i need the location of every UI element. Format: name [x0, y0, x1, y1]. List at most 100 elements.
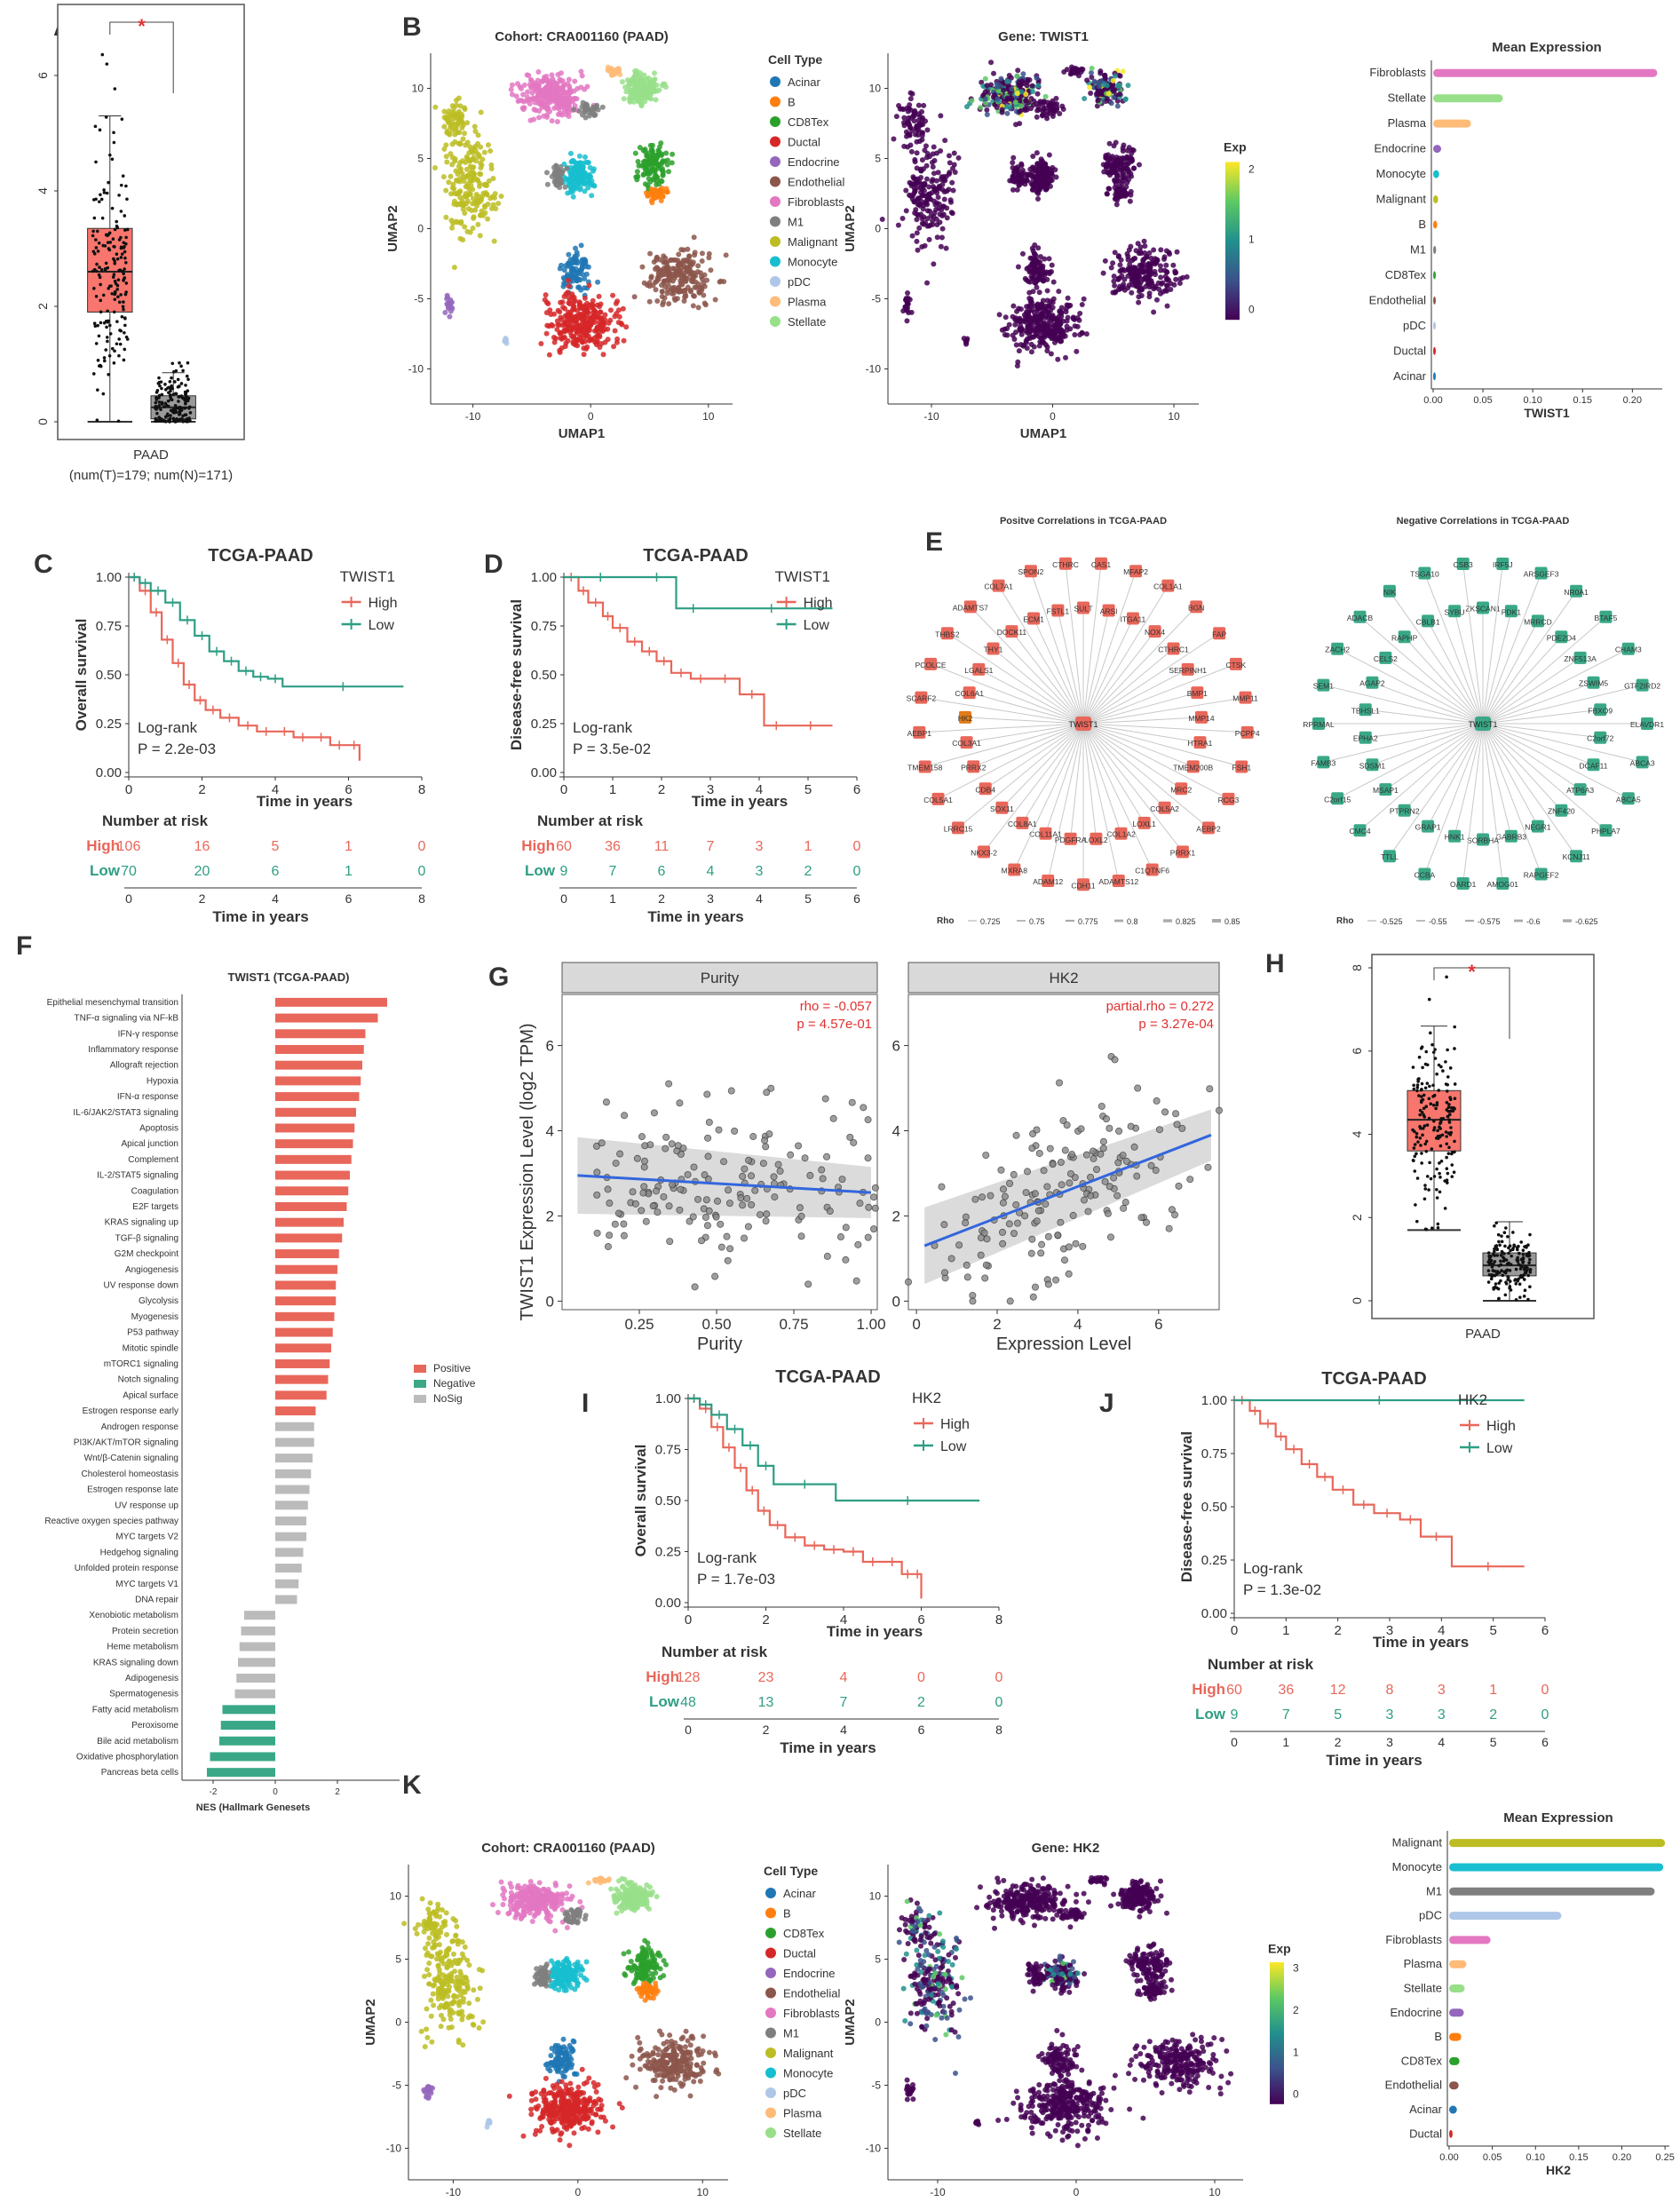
- data-point: [106, 265, 110, 270]
- cell-point: [915, 196, 922, 202]
- cell-point: [982, 96, 988, 102]
- cell-point: [1122, 96, 1129, 102]
- legend-swatch: [770, 256, 781, 267]
- cell-point: [487, 147, 494, 154]
- data-point: [96, 388, 99, 392]
- cell-point: [481, 149, 487, 155]
- data-point: [1412, 1083, 1415, 1088]
- data-point: [123, 260, 128, 265]
- cell-point: [570, 303, 576, 309]
- data-point: [181, 368, 185, 373]
- y-tick-label: 5: [395, 1953, 401, 1966]
- data-point: [123, 228, 127, 232]
- data-point: [1431, 1103, 1436, 1107]
- cell-point: [1089, 65, 1095, 71]
- data-point: [1436, 1137, 1440, 1140]
- data-point: [114, 281, 118, 286]
- data-point: [1519, 1240, 1524, 1244]
- cell-point: [938, 243, 944, 250]
- data-point: [115, 342, 119, 346]
- cell-point: [991, 70, 997, 76]
- data-point: [1514, 1298, 1518, 1302]
- cell-point: [1052, 167, 1058, 173]
- cell-point: [899, 106, 905, 112]
- data-point: [1516, 1260, 1520, 1263]
- cell-point: [998, 75, 1004, 82]
- cell-point: [909, 91, 915, 97]
- cell-point: [1125, 83, 1131, 89]
- cell-point: [659, 185, 665, 191]
- cell-point: [664, 162, 670, 168]
- data-point: [155, 419, 160, 424]
- cell-point: [1039, 271, 1045, 277]
- cell-point: [661, 299, 667, 305]
- cell-point: [546, 352, 552, 358]
- data-point: [112, 140, 116, 145]
- cell-point: [448, 299, 455, 305]
- data-point: [106, 234, 110, 237]
- cell-point: [549, 96, 555, 102]
- data-point: [1502, 1259, 1506, 1263]
- cell-point: [1014, 178, 1020, 184]
- cell-point: [523, 1890, 529, 1897]
- cell-point: [687, 261, 693, 267]
- cell-point: [566, 109, 572, 115]
- legend-swatch: [770, 216, 781, 227]
- cell-point: [570, 157, 576, 163]
- data-point: [1431, 1050, 1436, 1054]
- data-point: [1493, 1249, 1496, 1254]
- data-point: [1420, 1088, 1423, 1091]
- data-point: [1506, 1278, 1510, 1281]
- data-point: [1415, 1086, 1420, 1089]
- data-point: [1526, 1255, 1531, 1258]
- cell-point: [1038, 329, 1044, 336]
- cell-point: [1045, 320, 1051, 326]
- data-point: [121, 305, 125, 309]
- data-point: [187, 416, 191, 420]
- cell-point: [472, 123, 478, 130]
- data-point: [1449, 1109, 1454, 1113]
- legend-swatch: [770, 96, 781, 107]
- cell-point: [670, 265, 676, 272]
- umap-B-umap: Cohort: CRA001160 (PAAD)-10 0 101050-5-10U…: [385, 29, 844, 441]
- legend-swatch: [770, 76, 781, 87]
- cell-point: [583, 321, 590, 327]
- cell-point: [573, 339, 579, 345]
- cell-point: [670, 151, 676, 157]
- cell-point: [657, 257, 663, 263]
- data-point: [99, 268, 104, 272]
- data-point: [170, 384, 173, 388]
- data-point: [1439, 1117, 1443, 1121]
- cell-point: [915, 247, 921, 253]
- cell-point: [1108, 265, 1114, 271]
- x-category-label: PAAD: [1465, 1327, 1501, 1342]
- cell-point: [1011, 168, 1018, 174]
- cell-point: [566, 283, 572, 289]
- cell-point: [1042, 93, 1049, 99]
- cell-point: [465, 206, 472, 212]
- cell-point: [949, 165, 955, 171]
- cell-point: [531, 116, 537, 123]
- x-tick-label: 0: [1050, 410, 1056, 423]
- cell-point: [557, 110, 563, 116]
- cell-point: [630, 1903, 637, 1909]
- cell-point: [574, 96, 580, 102]
- data-point: [184, 392, 188, 396]
- data-point: [155, 391, 159, 394]
- data-point: [119, 183, 123, 187]
- cell-point: [524, 1902, 530, 1908]
- x-subtitle: (num(T)=179; num(N)=171): [69, 468, 233, 483]
- data-point: [1490, 1274, 1494, 1279]
- cell-point: [580, 261, 586, 267]
- cell-point: [1110, 77, 1116, 83]
- data-point: [110, 157, 115, 162]
- cell-point: [1064, 318, 1070, 324]
- cell-point: [1137, 162, 1143, 168]
- data-point: [1418, 1108, 1422, 1113]
- cell-point: [658, 273, 664, 279]
- cell-point: [681, 297, 687, 304]
- cell-point: [619, 321, 625, 328]
- data-point: [117, 337, 121, 341]
- y-tick-label: 5: [875, 153, 881, 165]
